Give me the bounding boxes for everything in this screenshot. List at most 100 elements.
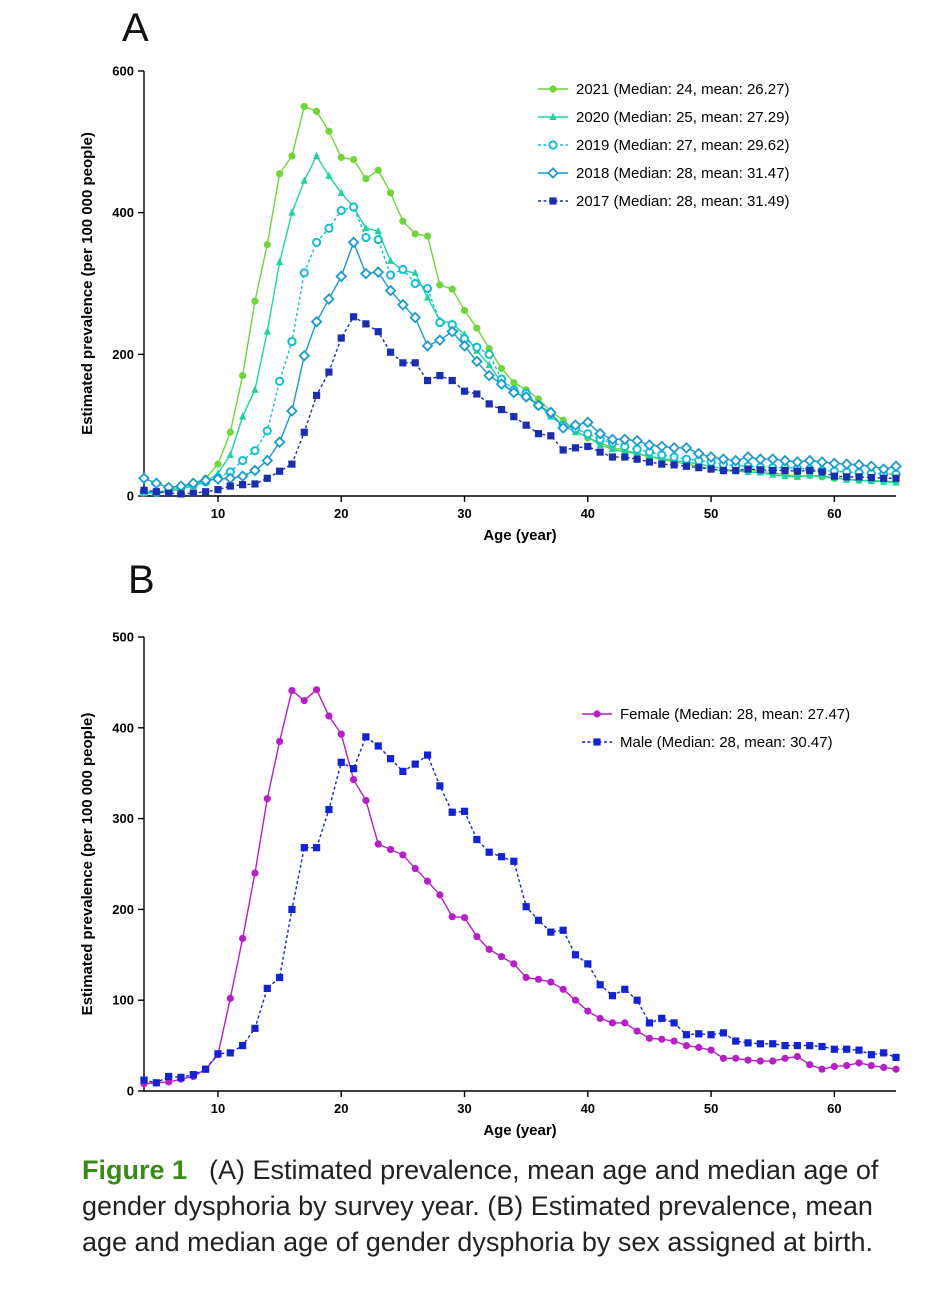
data-point xyxy=(362,796,370,805)
data-point xyxy=(288,208,296,216)
legend: 2021 (Median: 24, mean: 26.27) 2020 (Medi… xyxy=(538,81,789,210)
data-point xyxy=(510,379,518,387)
data-point xyxy=(165,1078,173,1086)
data-point xyxy=(411,760,419,768)
data-point xyxy=(263,984,271,992)
data-point xyxy=(692,447,705,460)
legend-label: 2020 (Median: 25, mean: 27.29) xyxy=(576,109,789,126)
data-point xyxy=(288,905,296,913)
data-point xyxy=(769,1040,777,1048)
data-point xyxy=(695,464,703,472)
data-point xyxy=(152,488,160,496)
data-point xyxy=(399,359,407,367)
data-point xyxy=(744,1039,752,1047)
data-point xyxy=(436,891,444,899)
data-point xyxy=(362,224,370,232)
data-point xyxy=(584,1007,592,1015)
data-point xyxy=(189,1071,197,1079)
data-point xyxy=(460,913,469,922)
data-point xyxy=(337,730,345,738)
data-point xyxy=(853,458,865,471)
data-point xyxy=(571,951,580,959)
data-point xyxy=(349,775,358,784)
data-point xyxy=(682,1031,691,1039)
data-point xyxy=(643,439,656,451)
legend-label: 2019 (Median: 27, mean: 29.62) xyxy=(576,137,789,154)
data-point xyxy=(495,378,508,390)
data-point xyxy=(421,339,434,352)
data-point xyxy=(214,460,222,468)
data-point xyxy=(177,1073,185,1081)
y-tick-label: 0 xyxy=(127,489,134,504)
data-point xyxy=(608,445,617,453)
data-point xyxy=(779,454,791,467)
data-point xyxy=(497,405,506,414)
data-point xyxy=(510,857,518,865)
data-point xyxy=(584,442,592,451)
data-point xyxy=(707,1046,715,1054)
data-point xyxy=(276,467,284,475)
data-point xyxy=(288,152,296,160)
data-point xyxy=(583,429,593,439)
data-point xyxy=(631,434,643,447)
series-4 xyxy=(138,236,902,494)
data-point xyxy=(187,477,200,490)
data-point xyxy=(584,960,592,968)
y-tick-label: 100 xyxy=(112,993,134,1008)
data-point xyxy=(497,364,506,373)
legend-marker xyxy=(593,738,601,746)
data-point xyxy=(312,844,321,852)
data-point xyxy=(226,428,234,436)
data-point xyxy=(409,311,422,324)
data-point xyxy=(754,453,767,466)
data-point xyxy=(855,1059,863,1067)
series-5 xyxy=(140,313,900,498)
data-point xyxy=(386,755,395,763)
data-point xyxy=(263,474,271,482)
data-point xyxy=(422,283,433,294)
data-point xyxy=(397,298,409,311)
data-point xyxy=(793,1052,801,1061)
data-point xyxy=(251,1024,259,1032)
data-point xyxy=(485,848,493,856)
data-point xyxy=(485,945,493,953)
data-point xyxy=(756,1057,764,1065)
data-point xyxy=(547,432,555,440)
data-point xyxy=(411,268,419,276)
data-point xyxy=(742,451,754,463)
data-point xyxy=(816,456,828,468)
data-point xyxy=(335,270,348,283)
data-point xyxy=(532,399,545,412)
chart-b: 0 100 200 300 400 500 10 20 30 40 50 60 Age (year) Es… xyxy=(79,630,900,1139)
data-point xyxy=(349,155,358,164)
data-point xyxy=(385,270,396,280)
data-point xyxy=(594,427,607,440)
data-point xyxy=(251,297,259,305)
legend-marker xyxy=(549,85,557,93)
data-point xyxy=(606,433,619,446)
data-point xyxy=(668,441,680,454)
legend-entry: 2019 (Median: 27, mean: 29.62) xyxy=(538,137,789,154)
data-point xyxy=(571,996,580,1004)
data-point xyxy=(855,1046,863,1054)
data-point xyxy=(189,489,197,497)
data-point xyxy=(732,1054,740,1062)
data-point xyxy=(645,1019,654,1027)
data-point xyxy=(769,1057,777,1065)
data-point xyxy=(362,175,370,183)
legend-entry: 2018 (Median: 28, mean: 31.47) xyxy=(538,165,789,182)
data-point xyxy=(150,477,163,490)
data-point xyxy=(890,460,902,473)
data-point xyxy=(374,226,382,235)
data-point xyxy=(325,368,333,376)
data-point xyxy=(840,458,853,470)
data-point xyxy=(373,234,383,245)
data-point xyxy=(695,1030,703,1038)
data-point xyxy=(843,473,851,481)
data-point xyxy=(399,851,407,859)
data-point xyxy=(830,1045,838,1053)
data-point xyxy=(423,376,432,385)
data-point xyxy=(239,934,247,943)
data-point xyxy=(411,359,419,367)
data-point xyxy=(621,453,629,461)
